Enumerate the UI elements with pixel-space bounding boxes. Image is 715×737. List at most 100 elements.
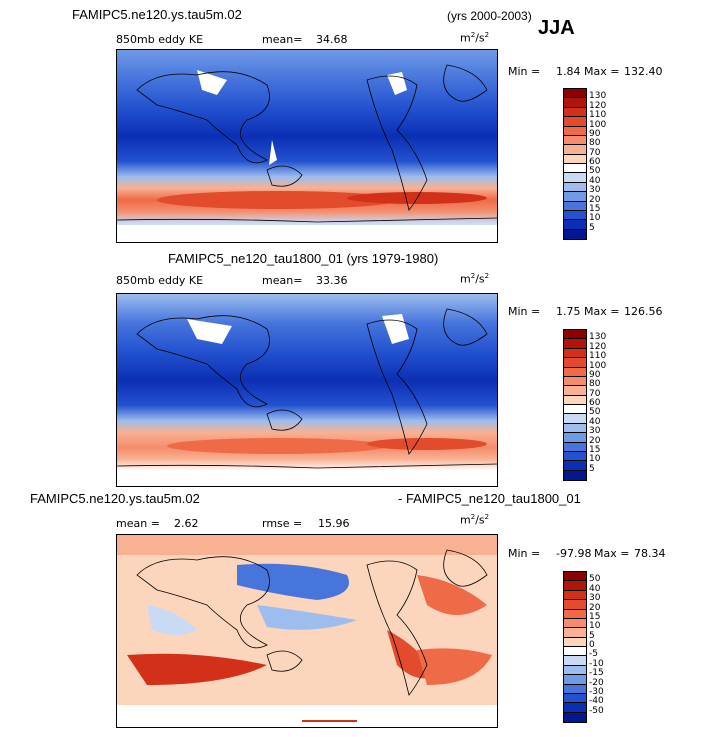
panel1-variable-label: 850mb eddy KE bbox=[116, 33, 204, 46]
colorbar-swatch bbox=[564, 164, 586, 174]
panel3-mean-label: mean = bbox=[116, 517, 160, 530]
colorbar-tick-label: 70 bbox=[589, 388, 601, 399]
colorbar-swatch bbox=[564, 107, 586, 118]
colorbar-swatch bbox=[564, 600, 586, 610]
figure-title: FAMIPC5.ne120.ys.tau5m.02 bbox=[72, 7, 242, 22]
colorbar-swatch bbox=[564, 647, 586, 657]
colorbar-swatch bbox=[564, 470, 586, 480]
colorbar-tick-label: 60 bbox=[589, 157, 601, 167]
colorbar-swatch bbox=[564, 182, 586, 193]
colorbar-swatch bbox=[564, 461, 586, 471]
colorbar-tick-label: -30 bbox=[589, 686, 604, 697]
panel1-map bbox=[116, 49, 498, 243]
panel3-negative-npac bbox=[237, 563, 349, 600]
panel2-mean-value: 33.36 bbox=[316, 274, 348, 287]
panel1-nz-mask bbox=[269, 140, 277, 165]
colorbar-tick-label: 15 bbox=[589, 203, 601, 214]
panel3-max-label: Max = bbox=[594, 547, 630, 560]
colorbar-swatch bbox=[564, 192, 586, 202]
colorbar-swatch bbox=[564, 675, 586, 685]
colorbar-tick-label: 90 bbox=[589, 369, 601, 380]
colorbar-tick-label: 20 bbox=[589, 602, 601, 613]
colorbar-swatch bbox=[564, 229, 586, 239]
panel3-band-arctic bbox=[117, 535, 497, 555]
season-label: JJA bbox=[538, 17, 575, 39]
colorbar-tick-label: 70 bbox=[589, 147, 601, 158]
panel3-map-svg bbox=[117, 535, 497, 727]
colorbar-swatch bbox=[564, 405, 586, 415]
colorbar-swatch bbox=[564, 220, 586, 230]
panel1-field bbox=[117, 50, 497, 242]
panel2-units: m2/s2 bbox=[460, 272, 490, 286]
panel3-positive-sindian bbox=[127, 653, 267, 685]
colorbar-tick-label: 110 bbox=[589, 110, 607, 121]
panel1-storm-track-max bbox=[157, 191, 397, 209]
colorbar-tick-label: 40 bbox=[589, 175, 601, 186]
colorbar-tick-label: 120 bbox=[589, 341, 607, 352]
panel1-colorbar bbox=[563, 88, 587, 240]
colorbar-tick-label: 130 bbox=[589, 91, 607, 102]
colorbar-tick-label: 50 bbox=[589, 166, 601, 177]
colorbar-tick-label: 0 bbox=[589, 640, 595, 650]
colorbar-swatch bbox=[564, 386, 586, 396]
colorbar-swatch bbox=[564, 145, 586, 155]
panel2-max-value: 126.56 bbox=[624, 305, 663, 318]
colorbar-swatch bbox=[564, 628, 586, 638]
panel1-max-label: Max = bbox=[584, 65, 620, 78]
colorbar-tick-label: 40 bbox=[589, 583, 601, 594]
colorbar-tick-label: 30 bbox=[589, 426, 601, 437]
colorbar-swatch bbox=[564, 423, 586, 434]
panel2-map-svg bbox=[117, 294, 497, 486]
panel2-max-label: Max = bbox=[584, 305, 620, 318]
colorbar-tick-label: -15 bbox=[589, 668, 604, 679]
panel2-mean-label: mean= bbox=[262, 274, 303, 287]
colorbar-tick-label: 80 bbox=[589, 379, 601, 390]
panel1-mean-label: mean= bbox=[262, 33, 303, 46]
colorbar-tick-label: -50 bbox=[589, 705, 604, 716]
colorbar-tick-label: 110 bbox=[589, 351, 607, 362]
panel2-title: FAMIPC5_ne120_tau1800_01 (yrs 1979-1980) bbox=[168, 251, 439, 266]
colorbar-tick-label: 30 bbox=[589, 593, 601, 604]
colorbar-tick-label: 100 bbox=[589, 119, 607, 130]
colorbar-swatch bbox=[564, 590, 586, 601]
panel2-variable-label: 850mb eddy KE bbox=[116, 274, 204, 287]
colorbar-tick-label: 130 bbox=[589, 332, 607, 343]
colorbar-swatch bbox=[564, 126, 586, 136]
panel2-colorbar bbox=[563, 329, 587, 481]
panel2-antarctica bbox=[117, 470, 497, 486]
colorbar-tick-label: 50 bbox=[589, 574, 601, 585]
panel3-negative-tropics bbox=[257, 605, 357, 630]
colorbar-tick-label: 15 bbox=[589, 444, 601, 455]
colorbar-tick-label: 40 bbox=[589, 416, 601, 427]
panel3-mean-value: 2.62 bbox=[174, 517, 199, 530]
colorbar-swatch bbox=[564, 414, 586, 424]
panel2-field bbox=[117, 294, 497, 486]
colorbar-swatch bbox=[564, 451, 586, 462]
colorbar-tick-label: -20 bbox=[589, 677, 604, 688]
colorbar-swatch bbox=[564, 376, 586, 387]
colorbar-swatch bbox=[564, 703, 586, 713]
colorbar-tick-label: 5 bbox=[589, 463, 595, 474]
colorbar-tick-label: 100 bbox=[589, 360, 607, 371]
panel3-min-value: -97.98 bbox=[556, 547, 592, 560]
colorbar-tick-label: 10 bbox=[589, 621, 601, 632]
colorbar-swatch bbox=[564, 201, 586, 211]
panel3-max-value: 78.34 bbox=[634, 547, 666, 560]
panel1-coastlines bbox=[117, 64, 497, 223]
colorbar-swatch bbox=[564, 98, 586, 108]
colorbar-swatch bbox=[564, 339, 586, 349]
panel3-coastlines bbox=[136, 549, 488, 696]
colorbar-swatch bbox=[564, 442, 586, 452]
colorbar-tick-label: 20 bbox=[589, 194, 601, 205]
colorbar-swatch bbox=[564, 135, 586, 146]
colorbar-tick-label: 10 bbox=[589, 213, 601, 224]
colorbar-swatch bbox=[564, 712, 586, 722]
panel3-rmse-label: rmse = bbox=[262, 517, 303, 530]
colorbar-tick-label: -40 bbox=[589, 696, 604, 707]
colorbar-swatch bbox=[564, 693, 586, 704]
colorbar-swatch bbox=[564, 618, 586, 629]
colorbar-swatch bbox=[564, 684, 586, 694]
colorbar-swatch bbox=[564, 572, 586, 582]
panel2-storm-track-max bbox=[167, 438, 387, 454]
colorbar-swatch bbox=[564, 395, 586, 405]
